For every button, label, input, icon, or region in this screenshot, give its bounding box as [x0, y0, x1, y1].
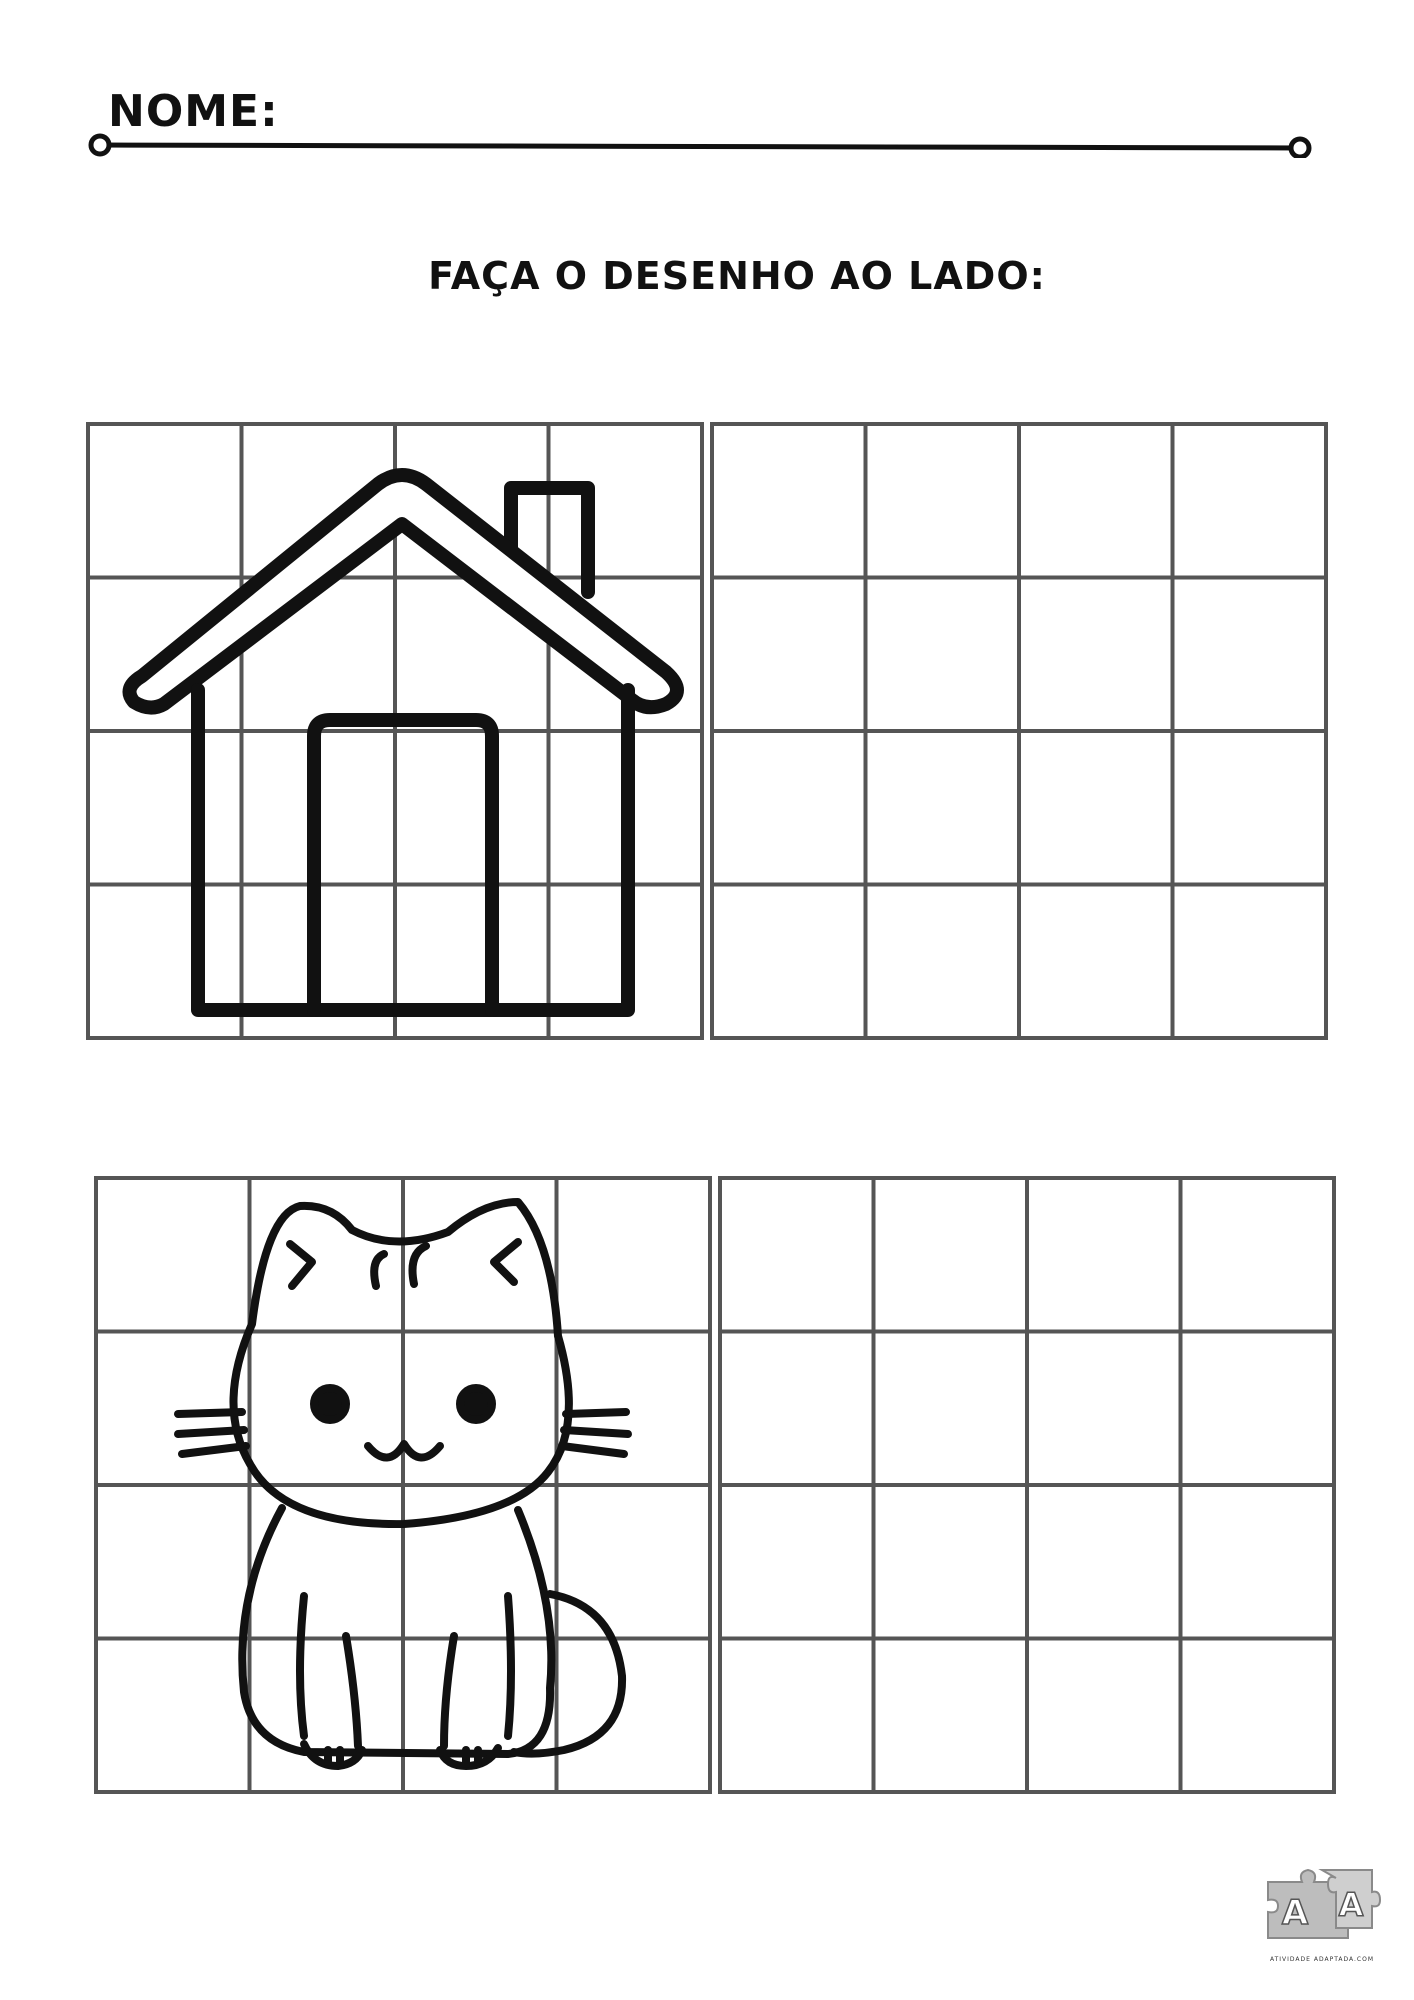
grid-cell: [718, 1636, 876, 1794]
grid-cell: [1170, 882, 1328, 1040]
copy-grid-cat[interactable]: [718, 1176, 1336, 1794]
grid-cell: [1170, 729, 1328, 887]
grid-cell: [1170, 575, 1328, 733]
puzzle-logo-icon: A A: [1267, 1868, 1382, 1939]
grid-cell: [863, 422, 1021, 580]
grid-cell: [1178, 1176, 1336, 1334]
grid-cell: [710, 729, 868, 887]
grid-cell: [871, 1636, 1029, 1794]
grid-cell: [710, 422, 868, 580]
svg-text:A: A: [1339, 1886, 1364, 1924]
name-line[interactable]: [86, 128, 1314, 158]
grid-cell: [718, 1176, 876, 1334]
grid-cell: [718, 1329, 876, 1487]
svg-text:A: A: [1282, 1893, 1309, 1933]
grid-cell: [863, 575, 1021, 733]
grid-cell: [1170, 422, 1328, 580]
grid-cell: [710, 882, 868, 1040]
grid-cell: [863, 882, 1021, 1040]
logo-caption: ATIVIDADE ADAPTADA.COM: [1269, 1956, 1375, 1963]
grid-cell: [1025, 1329, 1183, 1487]
grid-cell: [1025, 1636, 1183, 1794]
grid-cell: [871, 1176, 1029, 1334]
grid-cell: [1178, 1329, 1336, 1487]
instruction-text: FAÇA O DESENHO AO LADO:: [428, 254, 1046, 298]
grid-cell: [1025, 1176, 1183, 1334]
grid-cell: [1017, 729, 1175, 887]
grid-cell: [1178, 1483, 1336, 1641]
grid-cell: [554, 1636, 712, 1794]
house-drawing: [122, 468, 684, 1017]
cat-drawing: [174, 1198, 632, 1770]
copy-grid-house[interactable]: [710, 422, 1328, 1040]
grid-cell: [1017, 575, 1175, 733]
grid-cell: [710, 575, 868, 733]
grid-cell: [863, 729, 1021, 887]
grid-cell: [871, 1483, 1029, 1641]
grid-cell: [1017, 882, 1175, 1040]
grid-cell: [871, 1329, 1029, 1487]
grid-cell: [1017, 422, 1175, 580]
grid-cell: [1025, 1483, 1183, 1641]
grid-cell: [1178, 1636, 1336, 1794]
grid-cell: [718, 1483, 876, 1641]
name-label: NOME:: [108, 86, 279, 137]
